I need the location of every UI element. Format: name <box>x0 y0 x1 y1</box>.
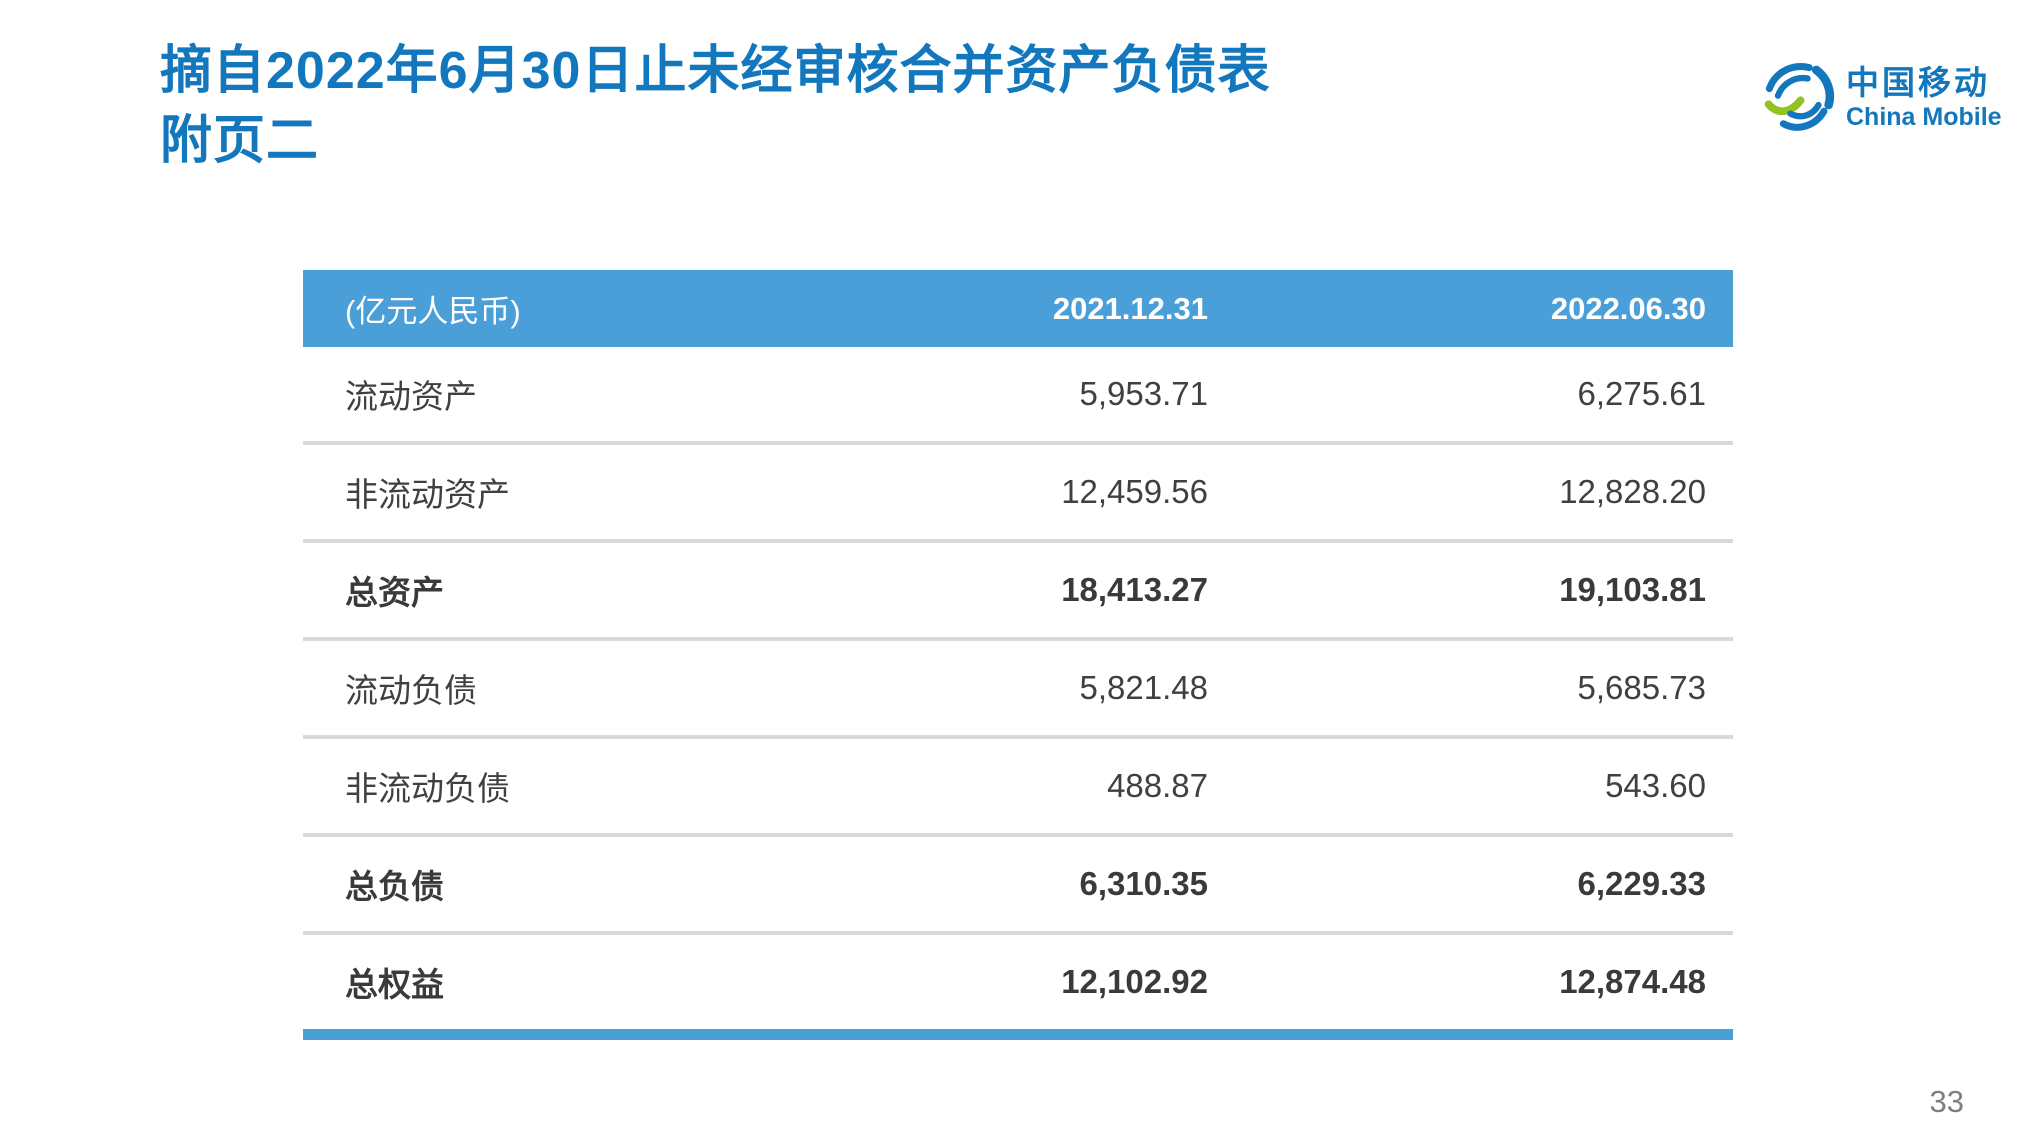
china-mobile-swirl-icon <box>1764 63 1835 131</box>
balance-sheet-table-wrap: (亿元人民币) 2021.12.31 2022.06.30 流动资产 5,953… <box>303 270 1733 1040</box>
china-mobile-logo: 中国移动 China Mobile <box>1760 55 2002 141</box>
logo-text: 中国移动 China Mobile <box>1846 64 2002 132</box>
row-label: 总权益 <box>303 931 803 1029</box>
row-value-2022: 543.60 <box>1235 735 1733 835</box>
column-header-2021: 2021.12.31 <box>803 270 1235 347</box>
title-line-1: 摘自2022年6月30日止未经审核合并资产负债表 <box>160 42 1271 100</box>
title-line-2: 附页二 <box>160 112 320 170</box>
row-value-2022: 6,275.61 <box>1235 347 1733 443</box>
row-label: 流动资产 <box>303 347 803 443</box>
row-value-2021: 12,459.56 <box>803 441 1235 541</box>
table-row-noncurrent-assets: 非流动资产 12,459.56 12,828.20 <box>303 441 1733 541</box>
row-value-2022: 19,103.81 <box>1235 539 1733 639</box>
table-row-total-equity: 总权益 12,102.92 12,874.48 <box>303 931 1733 1029</box>
row-value-2022: 6,229.33 <box>1235 833 1733 933</box>
logo-name-zh: 中国移动 <box>1846 64 1990 101</box>
row-value-2021: 5,821.48 <box>803 637 1235 737</box>
row-value-2021: 488.87 <box>803 735 1235 835</box>
table-row-total-liabilities: 总负债 6,310.35 6,229.33 <box>303 833 1733 933</box>
row-value-2022: 12,828.20 <box>1235 441 1733 541</box>
row-value-2021: 6,310.35 <box>803 833 1235 933</box>
table-bottom-accent-bar <box>303 1029 1733 1040</box>
table-row-current-assets: 流动资产 5,953.71 6,275.61 <box>303 347 1733 443</box>
row-label: 非流动资产 <box>303 441 803 541</box>
page-number: 33 <box>1929 1084 1964 1119</box>
row-value-2022: 12,874.48 <box>1235 931 1733 1029</box>
balance-sheet-table: (亿元人民币) 2021.12.31 2022.06.30 流动资产 5,953… <box>303 270 1733 1029</box>
unit-header-cell: (亿元人民币) <box>303 270 803 347</box>
row-label: 流动负债 <box>303 637 803 737</box>
column-header-2022: 2022.06.30 <box>1235 270 1733 347</box>
page-title: 摘自2022年6月30日止未经审核合并资产负债表 附页二 <box>160 36 1270 176</box>
row-value-2022: 5,685.73 <box>1235 637 1733 737</box>
row-value-2021: 12,102.92 <box>803 931 1235 1029</box>
table-header-row: (亿元人民币) 2021.12.31 2022.06.30 <box>303 270 1733 347</box>
row-label: 非流动负债 <box>303 735 803 835</box>
row-label: 总负债 <box>303 833 803 933</box>
row-value-2021: 18,413.27 <box>803 539 1235 639</box>
table-row-current-liabilities: 流动负债 5,821.48 5,685.73 <box>303 637 1733 737</box>
table-row-noncurrent-liabilities: 非流动负债 488.87 543.60 <box>303 735 1733 835</box>
table-row-total-assets: 总资产 18,413.27 19,103.81 <box>303 539 1733 639</box>
logo-name-en: China Mobile <box>1846 103 2002 131</box>
row-value-2021: 5,953.71 <box>803 347 1235 443</box>
row-label: 总资产 <box>303 539 803 639</box>
